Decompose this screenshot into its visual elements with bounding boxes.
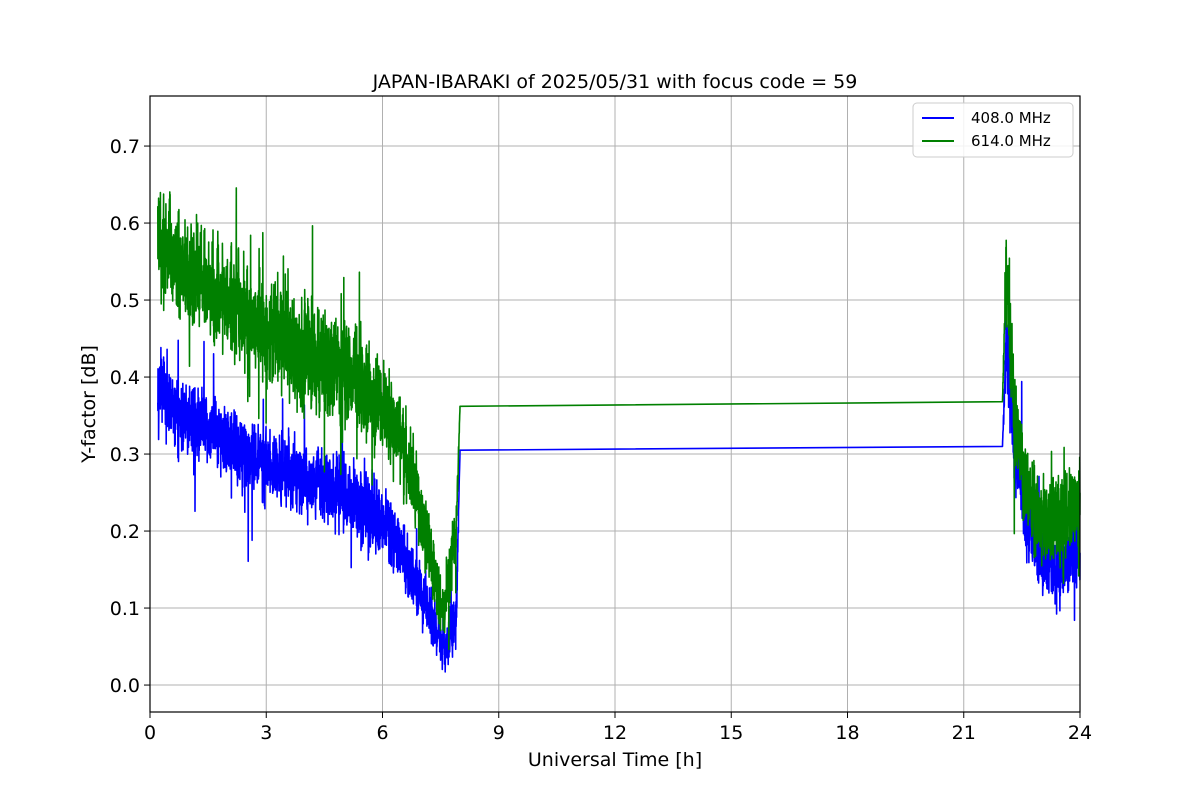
x-tick-label: 18 (835, 722, 859, 744)
y-tick-label: 0.6 (110, 213, 140, 235)
y-tick-label: 0.5 (110, 290, 140, 312)
plot-area (157, 187, 1081, 673)
y-axis-title: Y-factor [dB] (78, 345, 100, 464)
series-line-6140 (157, 187, 1081, 651)
y-tick-label: 0.1 (110, 598, 140, 620)
y-tick-label: 0.7 (110, 136, 140, 158)
y-tick-label: 0.4 (110, 367, 140, 389)
x-tick-label: 6 (376, 722, 388, 744)
legend: 408.0 MHz 614.0 MHz (912, 102, 1074, 158)
y-tick-label: 0.0 (110, 675, 140, 697)
y-tick-label: 0.3 (110, 444, 140, 466)
x-tick-label: 15 (719, 722, 743, 744)
x-tick-label: 0 (144, 722, 156, 744)
legend-box (912, 102, 1074, 158)
legend-label-408: 408.0 MHz (971, 109, 1051, 127)
series-layer (157, 187, 1081, 673)
chart-title: JAPAN-IBARAKI of 2025/05/31 with focus c… (372, 71, 858, 93)
x-axis-title: Universal Time [h] (528, 749, 702, 771)
ticks: 0 3 6 9 12 15 18 21 24 0.0 0.1 0.2 0.3 0.4 0.5 0.6 0.7 (110, 136, 1092, 744)
legend-label-614: 614.0 MHz (971, 132, 1051, 150)
x-tick-label: 24 (1068, 722, 1092, 744)
x-tick-label: 9 (493, 722, 505, 744)
y-tick-label: 0.2 (110, 521, 140, 543)
x-tick-label: 12 (603, 722, 627, 744)
x-tick-label: 21 (952, 722, 976, 744)
x-tick-label: 3 (260, 722, 272, 744)
